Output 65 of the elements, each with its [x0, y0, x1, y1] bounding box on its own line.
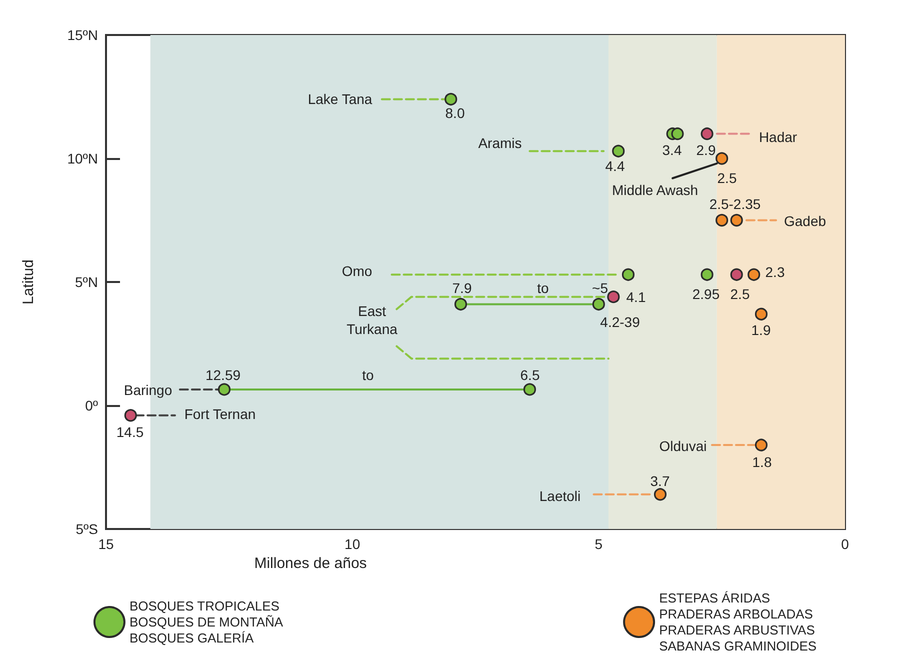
point [716, 152, 728, 165]
annotation: 3.7 [650, 473, 670, 489]
point [218, 383, 231, 396]
annotation: 8.0 [445, 105, 465, 121]
point [622, 268, 635, 281]
point [700, 128, 714, 140]
y-tick-label: 5ºN [74, 274, 98, 290]
point [700, 268, 714, 281]
annotation: to [537, 280, 550, 296]
annotation: to [362, 367, 374, 383]
annotation: Lake Tana [308, 91, 372, 107]
point [654, 488, 667, 501]
legend-label: BOSQUES TROPICALES BOSQUES DE MONTAÑA BOSQUES GALERÍA [129, 598, 284, 646]
point [607, 290, 620, 304]
annotation: 4.2-39 [600, 314, 640, 330]
point [454, 298, 468, 311]
annotation: 2.5 [717, 170, 737, 186]
annotation: Middle Awash [612, 182, 698, 198]
point [444, 92, 458, 106]
annotation: 1.9 [751, 322, 771, 338]
annotation: Aramis [478, 135, 522, 151]
annotation: Laetoli [539, 488, 581, 504]
point [754, 438, 768, 452]
annotation: 12.59 [205, 367, 241, 383]
annotation: ~5 [592, 280, 608, 296]
annotation: 14.5 [116, 424, 144, 440]
annotation: 2.9 [696, 142, 716, 158]
annotation: Omo [342, 263, 372, 279]
annotation: Gadeb [784, 213, 826, 229]
annotation: Fort Ternan [184, 406, 256, 422]
annotation: Olduvai [659, 438, 707, 454]
annotation: 2.5 [730, 286, 750, 302]
point [671, 128, 684, 140]
x-tick-label: 10 [344, 536, 360, 552]
point [612, 144, 625, 158]
annotation: 6.5 [520, 367, 540, 383]
point [124, 409, 137, 422]
annotation: 4.1 [626, 289, 646, 305]
point [592, 298, 605, 311]
y-tick-label: 10ºN [67, 150, 98, 166]
point [523, 383, 536, 396]
annotation: 7.9 [452, 280, 472, 296]
point [730, 268, 743, 281]
annotation: 3.4 [662, 142, 682, 158]
y-axis-title: Latitud [20, 259, 37, 305]
annotation: East Turkana [346, 303, 398, 337]
annotation: 4.4 [605, 158, 625, 174]
annotation: Hadar [758, 129, 798, 145]
annotation: 1.8 [752, 454, 772, 470]
x-axis-title: Millones de años [254, 554, 367, 572]
point [748, 268, 760, 281]
legend-label: ESTEPAS ÁRIDAS PRADERAS ARBOLADAS PRADERAS ARBUSTIVAS SABANAS GRAMINOIDES [659, 590, 817, 654]
annotation: 2.3 [765, 264, 785, 280]
annotation: 2.95 [692, 286, 720, 302]
point [754, 308, 768, 320]
point [730, 214, 743, 227]
y-tick-label: 0º [85, 398, 98, 414]
x-tick-label: 0 [841, 536, 850, 552]
point [716, 214, 728, 227]
y-tick-label: 5ºS [76, 521, 98, 537]
annotation: Baringo [124, 382, 172, 398]
annotation: 2.5-2.35 [709, 196, 761, 212]
x-tick-label: 5 [594, 536, 603, 552]
x-tick-label: 15 [98, 536, 114, 552]
y-tick-label: 15ºN [67, 27, 98, 43]
